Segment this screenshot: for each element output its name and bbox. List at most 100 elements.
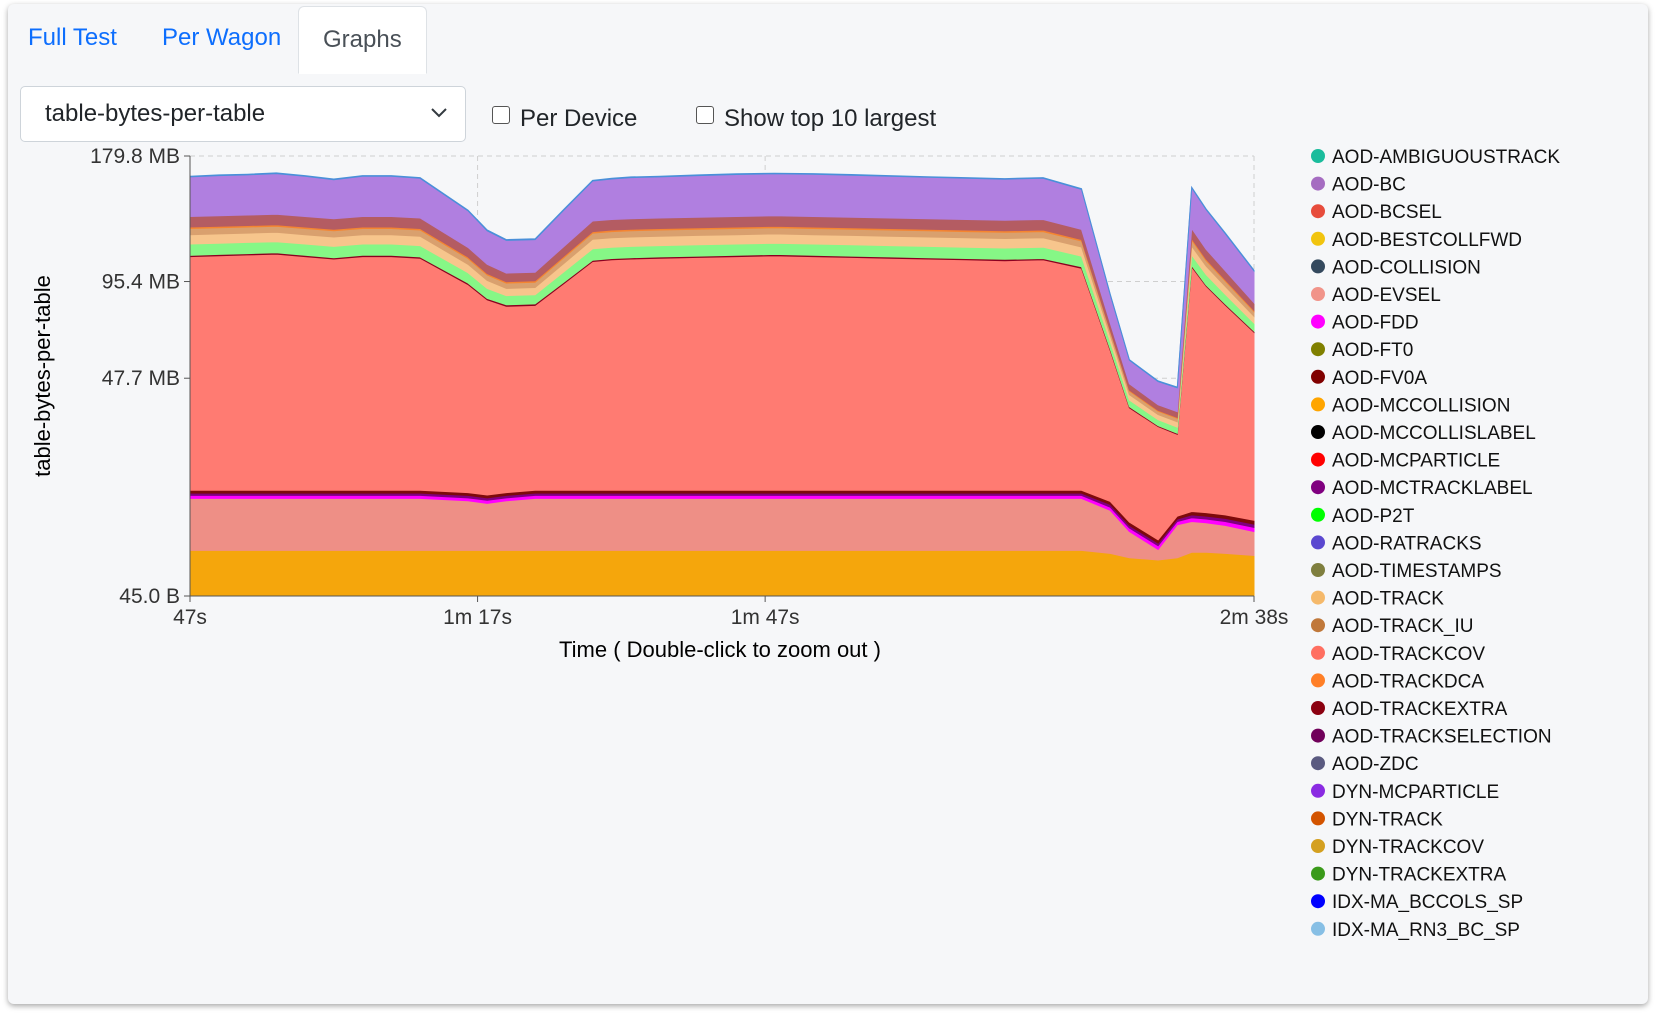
- legend-swatch: [1311, 563, 1325, 577]
- legend-item[interactable]: AOD-BCSEL: [1311, 202, 1442, 223]
- legend-swatch: [1311, 701, 1325, 715]
- chevron-down-icon: [431, 108, 447, 118]
- top10-label: Show top 10 largest: [724, 105, 937, 132]
- top10-checkbox[interactable]: Show top 10 largest: [696, 104, 956, 134]
- legend-label: AOD-TRACKEXTRA: [1332, 699, 1508, 720]
- legend-item[interactable]: IDX-MA_RN3_BC_SP: [1311, 920, 1520, 941]
- legend-item[interactable]: AOD-P2T: [1311, 506, 1415, 527]
- legend-swatch: [1311, 452, 1325, 467]
- legend-swatch: [1311, 149, 1325, 163]
- legend-label: AOD-P2T: [1332, 506, 1415, 527]
- legend-item[interactable]: AOD-BC: [1311, 175, 1406, 196]
- legend-label: AOD-AMBIGUOUSTRACK: [1332, 147, 1560, 168]
- legend-label: AOD-TIMESTAMPS: [1332, 561, 1502, 582]
- legend-label: AOD-TRACKCOV: [1332, 644, 1485, 665]
- legend-item[interactable]: AOD-FT0: [1311, 340, 1413, 361]
- per-device-checkbox-box[interactable]: [492, 106, 510, 124]
- legend-item[interactable]: AOD-MCCOLLISION: [1311, 395, 1510, 416]
- legend-swatch: [1311, 921, 1325, 936]
- legend-label: AOD-BCSEL: [1332, 202, 1442, 223]
- legend-swatch: [1311, 342, 1325, 357]
- legend-item[interactable]: AOD-TRACKCOV: [1311, 644, 1485, 665]
- legend-label: AOD-TRACKDCA: [1332, 671, 1484, 692]
- x-axis-label: Time ( Double-click to zoom out ): [559, 637, 881, 662]
- y-tick-label: 47.7 MB: [102, 367, 180, 390]
- legend-item[interactable]: AOD-RATRACKS: [1311, 533, 1482, 554]
- legend-label: AOD-COLLISION: [1332, 257, 1481, 278]
- legend-swatch: [1311, 866, 1325, 881]
- legend-swatch: [1311, 811, 1325, 826]
- legend-label: AOD-BC: [1332, 175, 1406, 196]
- y-tick-label: 179.8 MB: [90, 145, 180, 168]
- legend-label: AOD-MCPARTICLE: [1332, 451, 1500, 472]
- y-tick-label: 95.4 MB: [102, 271, 180, 294]
- legend-item[interactable]: AOD-TRACK_IU: [1311, 616, 1473, 637]
- legend-item[interactable]: AOD-FDD: [1311, 313, 1419, 334]
- legend-item[interactable]: AOD-MCCOLLISLABEL: [1311, 423, 1536, 444]
- legend-item[interactable]: AOD-TRACKEXTRA: [1311, 699, 1508, 720]
- legend-item[interactable]: AOD-TRACK: [1311, 589, 1444, 610]
- legend-label: AOD-MCCOLLISION: [1332, 395, 1510, 416]
- area-series: [189, 172, 1255, 597]
- legend-item[interactable]: AOD-TIMESTAMPS: [1311, 561, 1502, 582]
- per-device-label: Per Device: [520, 105, 638, 132]
- axes: 45.0 B 47.7 MB 95.4 MB 179.8 MB 47s 1m 17s 1m …: [90, 145, 1288, 629]
- legend-item[interactable]: DYN-TRACKEXTRA: [1311, 865, 1507, 886]
- x-tick-label: 2m 38s: [1220, 606, 1289, 629]
- tab-per-wagon[interactable]: Per Wagon: [162, 24, 282, 51]
- legend-swatch: [1311, 231, 1325, 246]
- metric-select-value: table-bytes-per-table: [45, 100, 266, 127]
- legend-label: AOD-BESTCOLLFWD: [1332, 230, 1522, 251]
- y-tick-label: 45.0 B: [119, 585, 180, 608]
- legend-item[interactable]: AOD-AMBIGUOUSTRACK: [1311, 147, 1560, 168]
- legend-swatch: [1311, 369, 1325, 384]
- legend-item[interactable]: DYN-MCPARTICLE: [1311, 782, 1499, 803]
- legend-item[interactable]: AOD-TRACKDCA: [1311, 671, 1484, 692]
- legend-swatch: [1311, 894, 1325, 909]
- legend-label: AOD-FV0A: [1332, 368, 1427, 389]
- legend-label: IDX-MA_RN3_BC_SP: [1332, 920, 1520, 941]
- metric-select[interactable]: table-bytes-per-table: [20, 86, 466, 142]
- legend-item[interactable]: AOD-MCPARTICLE: [1311, 451, 1500, 472]
- tab-full-test[interactable]: Full Test: [28, 24, 117, 51]
- legend: AOD-AMBIGUOUSTRACK AOD-BC AOD-BCSEL AOD-BES…: [1311, 147, 1560, 941]
- legend-item[interactable]: DYN-TRACK: [1311, 809, 1443, 830]
- legend-label: AOD-MCCOLLISLABEL: [1332, 423, 1536, 444]
- tab-graphs[interactable]: Graphs: [298, 6, 427, 74]
- top10-checkbox-box[interactable]: [696, 106, 714, 124]
- area-idx-ma_rn3_bc_sp: [189, 172, 1255, 389]
- legend-swatch: [1311, 397, 1325, 412]
- legend-item[interactable]: AOD-EVSEL: [1311, 285, 1441, 306]
- legend-swatch: [1311, 783, 1325, 798]
- legend-item[interactable]: DYN-TRACKCOV: [1311, 837, 1484, 858]
- graphs-panel: Full Test Per Wagon Graphs table-bytes-p…: [8, 4, 1648, 1004]
- legend-item[interactable]: AOD-COLLISION: [1311, 257, 1481, 278]
- legend-swatch: [1311, 618, 1325, 633]
- legend-swatch: [1311, 314, 1325, 329]
- stacked-area-chart[interactable]: 45.0 B 47.7 MB 95.4 MB 179.8 MB 47s 1m 17s 1m …: [8, 4, 1648, 1004]
- tab-bar: Full Test Per Wagon Graphs: [8, 4, 1648, 74]
- legend-swatch: [1311, 176, 1325, 191]
- legend-label: DYN-MCPARTICLE: [1332, 782, 1499, 803]
- legend-item[interactable]: AOD-TRACKSELECTION: [1311, 727, 1552, 748]
- legend-item[interactable]: AOD-BESTCOLLFWD: [1311, 230, 1522, 251]
- legend-item[interactable]: IDX-MA_BCCOLS_SP: [1311, 892, 1523, 913]
- legend-label: AOD-MCTRACKLABEL: [1332, 478, 1533, 499]
- legend-label: IDX-MA_BCCOLS_SP: [1332, 892, 1523, 913]
- legend-item[interactable]: AOD-MCTRACKLABEL: [1311, 478, 1533, 499]
- legend-swatch: [1311, 839, 1325, 853]
- x-tick-label: 1m 17s: [443, 606, 512, 629]
- legend-item[interactable]: AOD-FV0A: [1311, 368, 1427, 389]
- legend-item[interactable]: AOD-ZDC: [1311, 754, 1419, 775]
- legend-swatch: [1311, 507, 1325, 522]
- legend-label: AOD-TRACK: [1332, 589, 1444, 610]
- legend-label: DYN-TRACKCOV: [1332, 837, 1484, 858]
- legend-label: AOD-TRACKSELECTION: [1332, 727, 1552, 748]
- legend-swatch: [1311, 535, 1325, 550]
- legend-swatch: [1311, 287, 1325, 301]
- legend-swatch: [1311, 259, 1325, 274]
- per-device-checkbox[interactable]: Per Device: [492, 104, 652, 134]
- x-tick-label: 47s: [173, 606, 207, 629]
- legend-swatch: [1311, 673, 1325, 688]
- legend-label: DYN-TRACK: [1332, 809, 1443, 830]
